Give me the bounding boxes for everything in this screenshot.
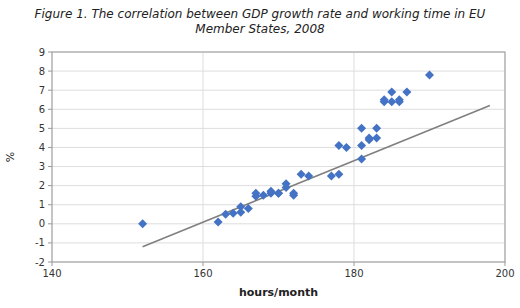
title-line: Figure 1. The correlation between GDP gr… — [35, 7, 486, 21]
scatter-point — [251, 189, 260, 198]
grid-line-y — [52, 223, 505, 224]
scatter-point — [342, 143, 351, 152]
y-tick-label: -1 — [35, 237, 45, 248]
scatter-point — [229, 209, 238, 218]
scatter-point — [402, 88, 411, 97]
chart-container: Figure 1. The correlation between GDP gr… — [0, 0, 520, 308]
y-tick-label: 9 — [39, 47, 45, 58]
y-axis-label: % — [4, 152, 17, 162]
y-tick-label: 5 — [39, 123, 45, 134]
y-tick — [48, 71, 52, 72]
scatter-point — [297, 170, 306, 179]
x-tick-label: 180 — [344, 268, 363, 279]
x-tick — [203, 262, 204, 266]
scatter-point — [357, 154, 366, 163]
grid-line-y — [52, 242, 505, 243]
y-tick — [48, 147, 52, 148]
x-tick-label: 160 — [193, 268, 212, 279]
y-tick-label: 8 — [39, 66, 45, 77]
x-tick-label: 140 — [42, 268, 61, 279]
scatter-point — [357, 124, 366, 133]
scatter-point — [334, 170, 343, 179]
grid-line-y — [52, 128, 505, 129]
scatter-point — [327, 172, 336, 181]
trend-line — [143, 105, 490, 246]
scatter-point — [274, 189, 283, 198]
grid-line-y — [52, 90, 505, 91]
axes: 140 160 180 200 -2 -1 0 1 2 3 4 5 6 7 8 9 — [35, 47, 515, 280]
scatter-point — [221, 210, 230, 219]
scatter-point — [380, 95, 389, 104]
y-tick-label: -2 — [35, 257, 45, 268]
grid — [52, 52, 505, 262]
grid-line-y — [52, 166, 505, 167]
y-tick-label: 2 — [39, 180, 45, 191]
scatter-point — [387, 88, 396, 97]
y-tick-label: 1 — [39, 199, 45, 210]
title: Figure 1. The correlation between GDP gr… — [35, 7, 486, 36]
y-tick — [48, 262, 52, 263]
y-tick-label: 6 — [39, 104, 45, 115]
x-tick — [52, 262, 53, 266]
grid-line-y — [52, 185, 505, 186]
y-tick-label: 7 — [39, 85, 45, 96]
y-tick-label: 3 — [39, 161, 45, 172]
plot-area — [138, 70, 490, 246]
y-tick — [48, 223, 52, 224]
title-line: Member States, 2008 — [195, 22, 325, 36]
scatter-point — [282, 179, 291, 188]
y-tick-label: 4 — [39, 142, 45, 153]
scatter-point — [138, 219, 147, 228]
x-tick — [354, 262, 355, 266]
scatter-point — [266, 187, 275, 196]
scatter-point — [236, 202, 245, 211]
grid-line-y — [52, 147, 505, 148]
scatter-point — [395, 95, 404, 104]
background — [0, 0, 520, 308]
scatter-point — [244, 204, 253, 213]
grid-line-y — [52, 204, 505, 205]
y-tick — [48, 128, 52, 129]
grid-line-y — [52, 71, 505, 72]
scatter-point — [274, 189, 283, 198]
plot-frame — [52, 52, 505, 262]
scatter-point — [214, 217, 223, 226]
scatter-point — [372, 133, 381, 142]
y-tick — [48, 109, 52, 110]
scatter-point — [357, 141, 366, 150]
grid-line-x — [354, 52, 355, 262]
scatter-point — [259, 191, 268, 200]
grid-line-x — [203, 52, 204, 262]
y-tick — [48, 242, 52, 243]
scatter-point — [289, 189, 298, 198]
x-tick-label: 200 — [495, 268, 514, 279]
x-axis-label: hours/month — [239, 286, 318, 299]
scatter-point — [334, 141, 343, 150]
grid-line-y — [52, 109, 505, 110]
scatter-point — [304, 172, 313, 181]
y-tick — [48, 166, 52, 167]
chart-svg: Figure 1. The correlation between GDP gr… — [0, 0, 520, 308]
y-tick — [48, 204, 52, 205]
scatter-point — [372, 124, 381, 133]
y-tick — [48, 52, 52, 53]
x-tick — [505, 262, 506, 266]
y-tick — [48, 185, 52, 186]
y-tick-label: 0 — [39, 218, 45, 229]
scatter-point — [425, 70, 434, 79]
y-tick — [48, 90, 52, 91]
